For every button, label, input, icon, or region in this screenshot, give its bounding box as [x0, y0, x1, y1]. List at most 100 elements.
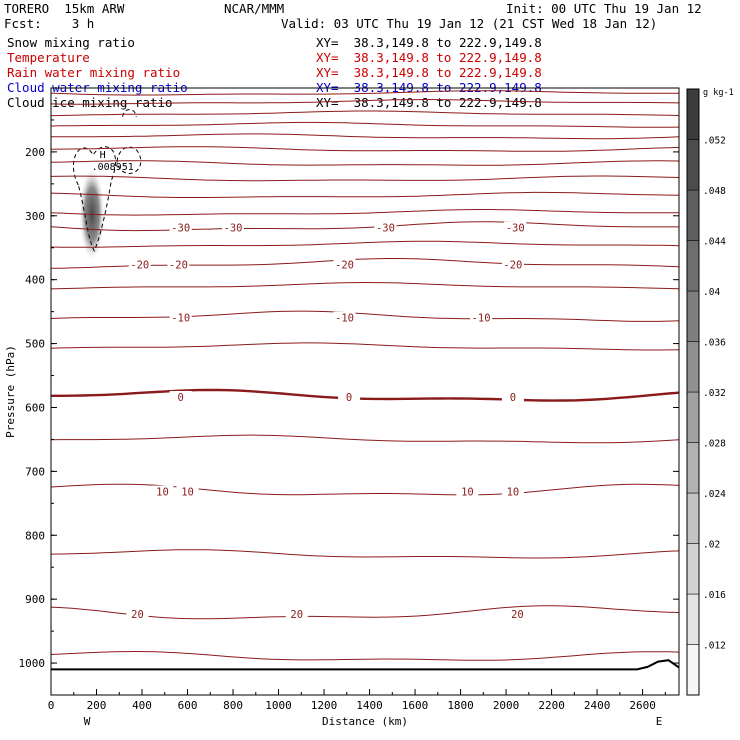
- isotherm-label-bg: [374, 221, 397, 234]
- isotherm-20: [50, 605, 680, 620]
- colorbar-tick-label: .032: [703, 388, 726, 399]
- isotherm--10: [50, 310, 680, 322]
- field-label-snow: Snow mixing ratio: [7, 35, 135, 50]
- valid-time: Valid: 03 UTC Thu 19 Jan 12 (21 CST Wed …: [281, 16, 658, 31]
- isotherm-label: 20: [131, 609, 144, 621]
- isotherm-line: [50, 281, 680, 290]
- colorbar-segment: [686, 543, 700, 595]
- colorbar-segment: [686, 290, 700, 342]
- isotherm-label: -10: [335, 313, 354, 325]
- field-xy-temperature: XY= 38.3,149.8 to 222.9,149.8: [316, 50, 542, 65]
- init-time: Init: 00 UTC Thu 19 Jan 12: [506, 1, 702, 16]
- x-tick-label: 2200: [538, 699, 565, 712]
- isotherm-label: 10: [461, 487, 474, 499]
- colorbar-segment: [686, 391, 700, 443]
- isotherm-label-bg: [506, 608, 529, 621]
- colorbar-tick-label: .048: [703, 186, 726, 197]
- isotherm-10: [50, 483, 680, 496]
- y-tick-label: 300: [25, 210, 45, 223]
- isotherm-line: [50, 191, 680, 198]
- y-tick-label: 1000: [19, 657, 46, 670]
- isotherm-line: [50, 90, 680, 96]
- model-title: TORERO 15km ARW: [4, 1, 125, 16]
- colorbar-tick-label: .02: [703, 540, 720, 551]
- colorbar-segment: [686, 189, 700, 241]
- field-xy-rain: XY= 38.3,149.8 to 222.9,149.8: [316, 65, 542, 80]
- center-title: NCAR/MMM: [224, 1, 285, 16]
- y-axis-label: Pressure (hPa): [4, 345, 17, 438]
- field-label-cloud-ice: Cloud ice mixing ratio: [7, 95, 173, 110]
- isotherm-label-bg: [501, 258, 524, 271]
- isotherm-line: [50, 209, 679, 216]
- x-tick-label: 2600: [629, 699, 656, 712]
- isotherm-line: [50, 121, 680, 128]
- snow-contour-inner: [116, 146, 142, 174]
- isotherm-label-bg: [504, 221, 527, 234]
- isotherm-line: [50, 160, 680, 166]
- x-end-label-east: E: [656, 715, 663, 728]
- terrain-surface: [51, 659, 680, 671]
- isotherm-label: -20: [130, 260, 149, 272]
- isotherm-label-bg: [167, 258, 190, 271]
- field-label-rain: Rain water mixing ratio: [7, 65, 181, 80]
- isotherm-label: -10: [171, 313, 190, 325]
- field-xy-snow: XY= 38.3,149.8 to 222.9,149.8: [316, 35, 542, 50]
- isotherm-label: -20: [169, 260, 188, 272]
- x-tick-label: 800: [223, 699, 243, 712]
- colorbar-segment: [686, 341, 700, 393]
- isotherm-label: -10: [472, 313, 491, 325]
- x-tick-label: 200: [87, 699, 107, 712]
- colorbar-segment: [686, 593, 700, 645]
- colorbar-tick-label: .04: [703, 287, 720, 298]
- isotherm-label-bg: [222, 221, 245, 234]
- colorbar-segment: [686, 88, 700, 140]
- isotherm-label-bg: [128, 258, 151, 271]
- colorbar-segment: [686, 644, 700, 696]
- isotherm-label-bg: [169, 311, 192, 324]
- isotherm-label: 20: [290, 609, 303, 621]
- isotherm-line: [50, 342, 680, 351]
- x-tick-label: 1000: [265, 699, 292, 712]
- isotherm-label: -30: [224, 223, 243, 235]
- isotherm-label-bg: [333, 258, 356, 271]
- colorbar-tick-label: .052: [703, 136, 726, 147]
- isotherm-label: 20: [511, 609, 524, 621]
- forecast-hour: Fcst: 3 h: [4, 16, 95, 31]
- isotherm-line: [50, 549, 680, 559]
- isotherm-label: 0: [346, 392, 352, 404]
- y-tick-label: 600: [25, 401, 45, 414]
- snow-contour-top: [122, 109, 137, 117]
- colorbar-segment: [686, 442, 700, 494]
- y-tick-label: 700: [25, 465, 45, 478]
- colorbar-tick-label: .012: [703, 641, 726, 652]
- isotherm-label: -30: [376, 223, 395, 235]
- isotherm-label: 10: [156, 487, 169, 499]
- isotherm-label: -30: [506, 223, 525, 235]
- isotherm--20: [50, 258, 680, 269]
- isotherm-label-bg: [151, 485, 174, 498]
- isotherm-label: 0: [178, 392, 184, 404]
- isotherm-label-bg: [470, 311, 493, 324]
- x-tick-label: 2000: [493, 699, 520, 712]
- isotherm-label: 10: [181, 487, 194, 499]
- isotherm-label-bg: [126, 608, 149, 621]
- x-tick-label: 1400: [356, 699, 383, 712]
- isotherm-label-bg: [176, 485, 199, 498]
- colorbar-tick-label: .028: [703, 439, 726, 450]
- y-tick-label: 900: [25, 593, 45, 606]
- x-tick-label: 600: [178, 699, 198, 712]
- colorbar-tick-label: .044: [703, 237, 726, 248]
- colorbar-frame: [686, 88, 700, 696]
- isotherm-label: 10: [507, 487, 520, 499]
- isotherm-label-bg: [338, 390, 361, 403]
- colorbar-segment: [686, 492, 700, 544]
- isotherm-label: 0: [510, 392, 516, 404]
- x-tick-label: 400: [132, 699, 152, 712]
- x-tick-label: 0: [48, 699, 55, 712]
- isotherm--30: [50, 221, 679, 232]
- field-xy-cloud-ice: XY= 38.3,149.8 to 222.9,149.8: [316, 95, 542, 110]
- colorbar-segment: [686, 139, 700, 191]
- colorbar-tick-label: .024: [703, 489, 726, 500]
- isotherm-line: [50, 110, 680, 117]
